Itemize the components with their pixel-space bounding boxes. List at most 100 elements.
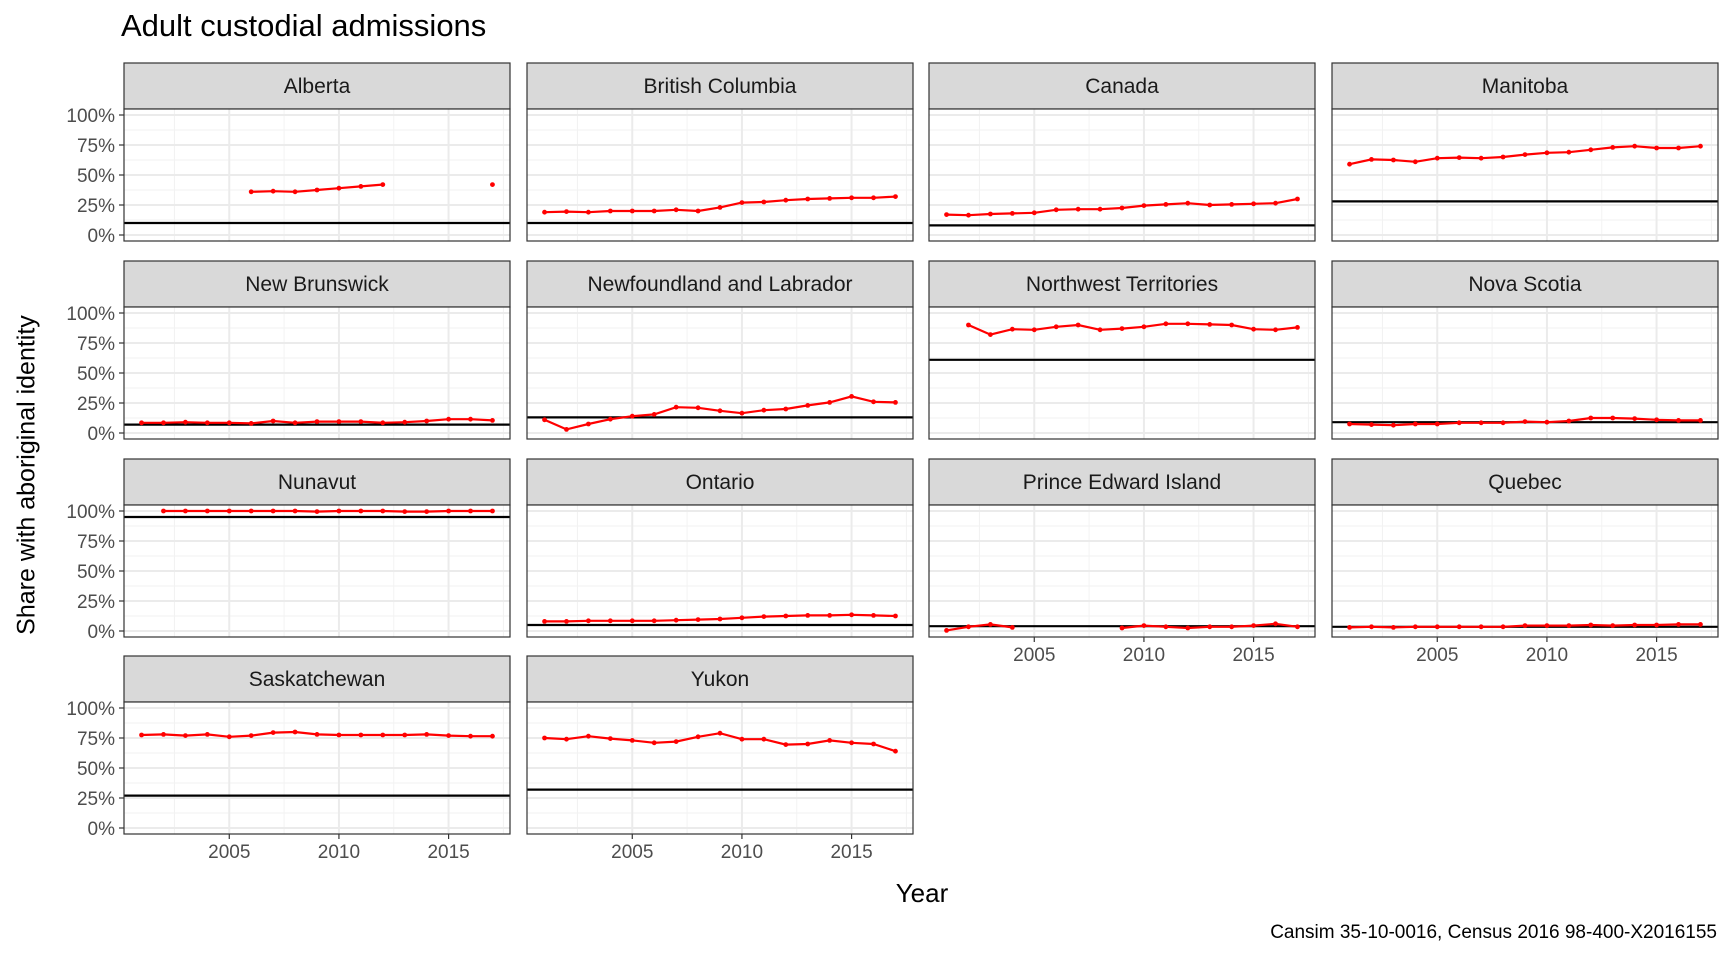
data-point — [1295, 624, 1300, 630]
data-point — [402, 419, 408, 425]
facet-northwest-territories: Northwest Territories — [928, 260, 1316, 440]
facet-strip-label: Northwest Territories — [1026, 273, 1218, 296]
data-point — [1273, 200, 1278, 206]
data-point — [1654, 622, 1659, 628]
data-point — [490, 418, 495, 423]
data-point — [1698, 143, 1703, 149]
data-point — [988, 622, 993, 627]
data-point — [314, 732, 320, 737]
data-point — [270, 418, 276, 424]
data-point — [607, 416, 613, 422]
data-point — [1369, 157, 1374, 162]
data-point — [717, 730, 723, 736]
data-point — [446, 733, 451, 738]
facet-saskatchewan: Saskatchewan — [119, 655, 511, 839]
data-point — [1031, 327, 1037, 333]
facet-strip-label: Saskatchewan — [249, 668, 386, 691]
data-point — [783, 197, 789, 203]
y-tick-label: 100% — [66, 304, 115, 325]
data-point — [586, 209, 591, 215]
data-point — [1097, 327, 1103, 333]
facet-newfoundland-and-labrador: Newfoundland and Labrador — [526, 260, 914, 440]
panel-border — [928, 306, 1316, 440]
data-point — [1369, 624, 1374, 630]
facet-strip — [928, 62, 1316, 110]
x-tick-label: 2010 — [721, 842, 763, 863]
data-point — [1434, 421, 1440, 427]
data-point — [893, 613, 898, 619]
data-point — [446, 508, 451, 514]
panel-border — [526, 306, 914, 440]
data-point — [204, 420, 210, 426]
data-point — [1009, 211, 1015, 216]
data-point — [1075, 322, 1081, 328]
data-point — [827, 613, 833, 618]
data-point — [226, 508, 232, 514]
data-point — [468, 416, 473, 422]
facet-strip — [1331, 458, 1719, 506]
data-point — [336, 419, 342, 424]
data-point — [424, 418, 430, 424]
data-point — [1632, 622, 1638, 628]
data-point — [1478, 155, 1484, 161]
data-point — [871, 613, 876, 618]
facet-manitoba: Manitoba — [1331, 62, 1719, 242]
facet-strip — [526, 458, 914, 506]
facet-strip — [526, 260, 914, 308]
facet-nunavut: Nunavut — [119, 458, 511, 638]
data-point — [1295, 196, 1300, 202]
data-point — [446, 416, 451, 422]
y-tick-label: 25% — [77, 789, 115, 810]
facet-strip — [928, 458, 1316, 506]
data-point — [336, 732, 342, 738]
data-point — [292, 729, 298, 735]
data-point — [183, 733, 188, 738]
data-point — [248, 189, 254, 195]
data-point — [1478, 624, 1484, 630]
data-point — [607, 618, 613, 624]
data-point — [564, 736, 569, 742]
data-point — [380, 182, 386, 188]
data-point — [1119, 625, 1125, 631]
data-point — [358, 732, 364, 738]
data-point — [1119, 326, 1125, 331]
data-point — [336, 185, 342, 191]
data-point — [1412, 624, 1418, 630]
x-tick-label: 2005 — [1416, 645, 1458, 666]
data-point — [380, 732, 386, 738]
data-point — [871, 741, 876, 747]
facet-ontario: Ontario — [526, 458, 914, 638]
data-point — [542, 417, 547, 423]
data-point — [358, 419, 364, 424]
data-point — [380, 420, 386, 426]
data-point — [292, 189, 298, 195]
data-point — [651, 208, 657, 214]
data-point — [673, 617, 679, 623]
data-point — [1391, 157, 1396, 163]
data-point — [944, 212, 949, 218]
facet-strip-label: Manitoba — [1482, 75, 1569, 98]
data-point — [1500, 154, 1506, 160]
facet-british-columbia: British Columbia — [526, 62, 914, 242]
y-tick-label: 50% — [77, 166, 115, 187]
facet-strip — [1331, 62, 1719, 110]
data-point — [1522, 419, 1528, 424]
data-point — [849, 612, 854, 618]
chart-title: Adult custodial admissions — [121, 8, 487, 43]
y-tick-label: 0% — [88, 819, 116, 840]
data-point — [629, 208, 635, 214]
data-point — [1500, 420, 1506, 426]
x-tick-label: 2005 — [208, 842, 250, 863]
data-point — [1610, 415, 1616, 421]
data-point — [607, 208, 613, 214]
data-point — [468, 508, 473, 514]
data-point — [783, 742, 789, 747]
data-point — [314, 509, 320, 514]
data-point — [761, 614, 767, 619]
y-tick-label: 100% — [66, 502, 115, 523]
data-point — [1544, 419, 1550, 425]
panel-border — [526, 108, 914, 242]
data-point — [1119, 205, 1125, 211]
data-point — [270, 508, 276, 514]
facet-strip-label: Nova Scotia — [1468, 273, 1582, 296]
